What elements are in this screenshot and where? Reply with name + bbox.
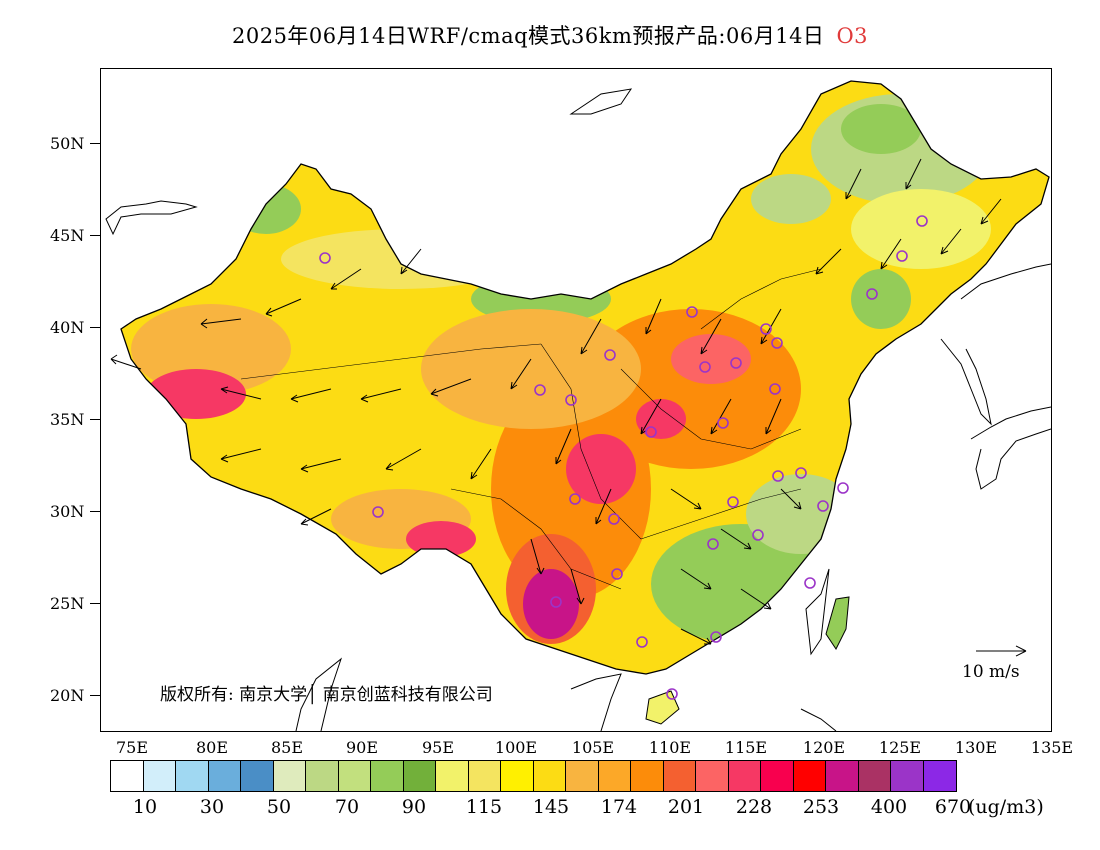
title-text: 2025年06月14日WRF/cmaq模式36km预报产品:06月14日	[231, 24, 825, 48]
colorbar-label: 145	[532, 796, 570, 818]
colorbar-swatch	[143, 761, 176, 791]
colorbar-swatch	[111, 761, 144, 791]
colorbar-swatch	[923, 761, 956, 791]
colorbar-swatch	[533, 761, 566, 791]
colorbar-swatch	[891, 761, 924, 791]
lat-tick	[90, 419, 100, 420]
colorbar-swatch	[241, 761, 274, 791]
lat-label: 50N	[50, 134, 85, 153]
lon-label: 105E	[571, 738, 615, 757]
colorbar-swatch	[826, 761, 859, 791]
species-label: O3	[836, 24, 869, 48]
lat-label: 25N	[50, 594, 85, 613]
colorbar-swatch	[371, 761, 404, 791]
wind-reference-arrow	[976, 645, 1027, 657]
lon-label: 115E	[724, 738, 768, 757]
colorbar-swatch	[598, 761, 631, 791]
lon-label: 110E	[648, 738, 692, 757]
colorbar-swatch	[338, 761, 371, 791]
colorbar-label: 174	[600, 796, 638, 818]
colorbar-swatch	[468, 761, 501, 791]
forecast-map	[105, 80, 1051, 731]
map-title: 2025年06月14日WRF/cmaq模式36km预报产品:06月14日 O3	[0, 20, 1100, 50]
colorbar-label: 228	[735, 796, 773, 818]
lat-tick	[90, 143, 100, 144]
colorbar-unit: (ug/m3)	[968, 796, 1044, 818]
lat-label: 45N	[50, 226, 85, 245]
lat-label: 35N	[50, 410, 85, 429]
colorbar-label: 115	[465, 796, 503, 818]
colorbar-swatch	[403, 761, 436, 791]
lon-label: 85E	[270, 738, 304, 757]
colorbar-label: 90	[401, 796, 427, 818]
colorbar-swatch	[858, 761, 891, 791]
colorbar-swatch	[631, 761, 664, 791]
colorbar	[110, 760, 957, 792]
lon-label: 120E	[802, 738, 846, 757]
colorbar-swatch	[566, 761, 599, 791]
lat-tick	[90, 603, 100, 604]
colorbar-swatch	[793, 761, 826, 791]
lat-tick	[90, 235, 100, 236]
lat-tick	[90, 511, 100, 512]
lat-tick	[90, 695, 100, 696]
colorbar-label: 70	[334, 796, 360, 818]
lon-label: 90E	[345, 738, 379, 757]
colorbar-swatch	[696, 761, 729, 791]
wind-reference-label: 10 m/s	[962, 662, 1020, 682]
copyright-text: 版权所有: 南京大学│ 南京创蓝科技有限公司	[160, 685, 493, 705]
lat-tick	[90, 327, 100, 328]
colorbar-swatch	[273, 761, 306, 791]
lat-label: 20N	[50, 686, 85, 705]
colorbar-swatch	[761, 761, 794, 791]
colorbar-label: 400	[870, 796, 908, 818]
map-area	[100, 68, 1052, 732]
colorbar-label: 670	[934, 796, 972, 818]
colorbar-label: 30	[199, 796, 225, 818]
colorbar-swatch	[436, 761, 469, 791]
lon-label: 135E	[1030, 738, 1074, 757]
lat-label: 30N	[50, 502, 85, 521]
colorbar-swatch	[728, 761, 761, 791]
colorbar-label: 253	[802, 796, 840, 818]
colorbar-swatch	[501, 761, 534, 791]
colorbar-label: 10	[132, 796, 158, 818]
lon-label: 95E	[421, 738, 455, 757]
lat-label: 40N	[50, 318, 85, 337]
colorbar-swatch	[306, 761, 339, 791]
lon-label: 100E	[494, 738, 538, 757]
lon-label: 130E	[954, 738, 998, 757]
colorbar-swatch	[663, 761, 696, 791]
lon-label: 75E	[115, 738, 149, 757]
colorbar-label: 50	[266, 796, 292, 818]
colorbar-swatch	[176, 761, 209, 791]
colorbar-label: 201	[667, 796, 705, 818]
lon-label: 80E	[195, 738, 229, 757]
colorbar-swatch	[208, 761, 241, 791]
lon-label: 125E	[878, 738, 922, 757]
